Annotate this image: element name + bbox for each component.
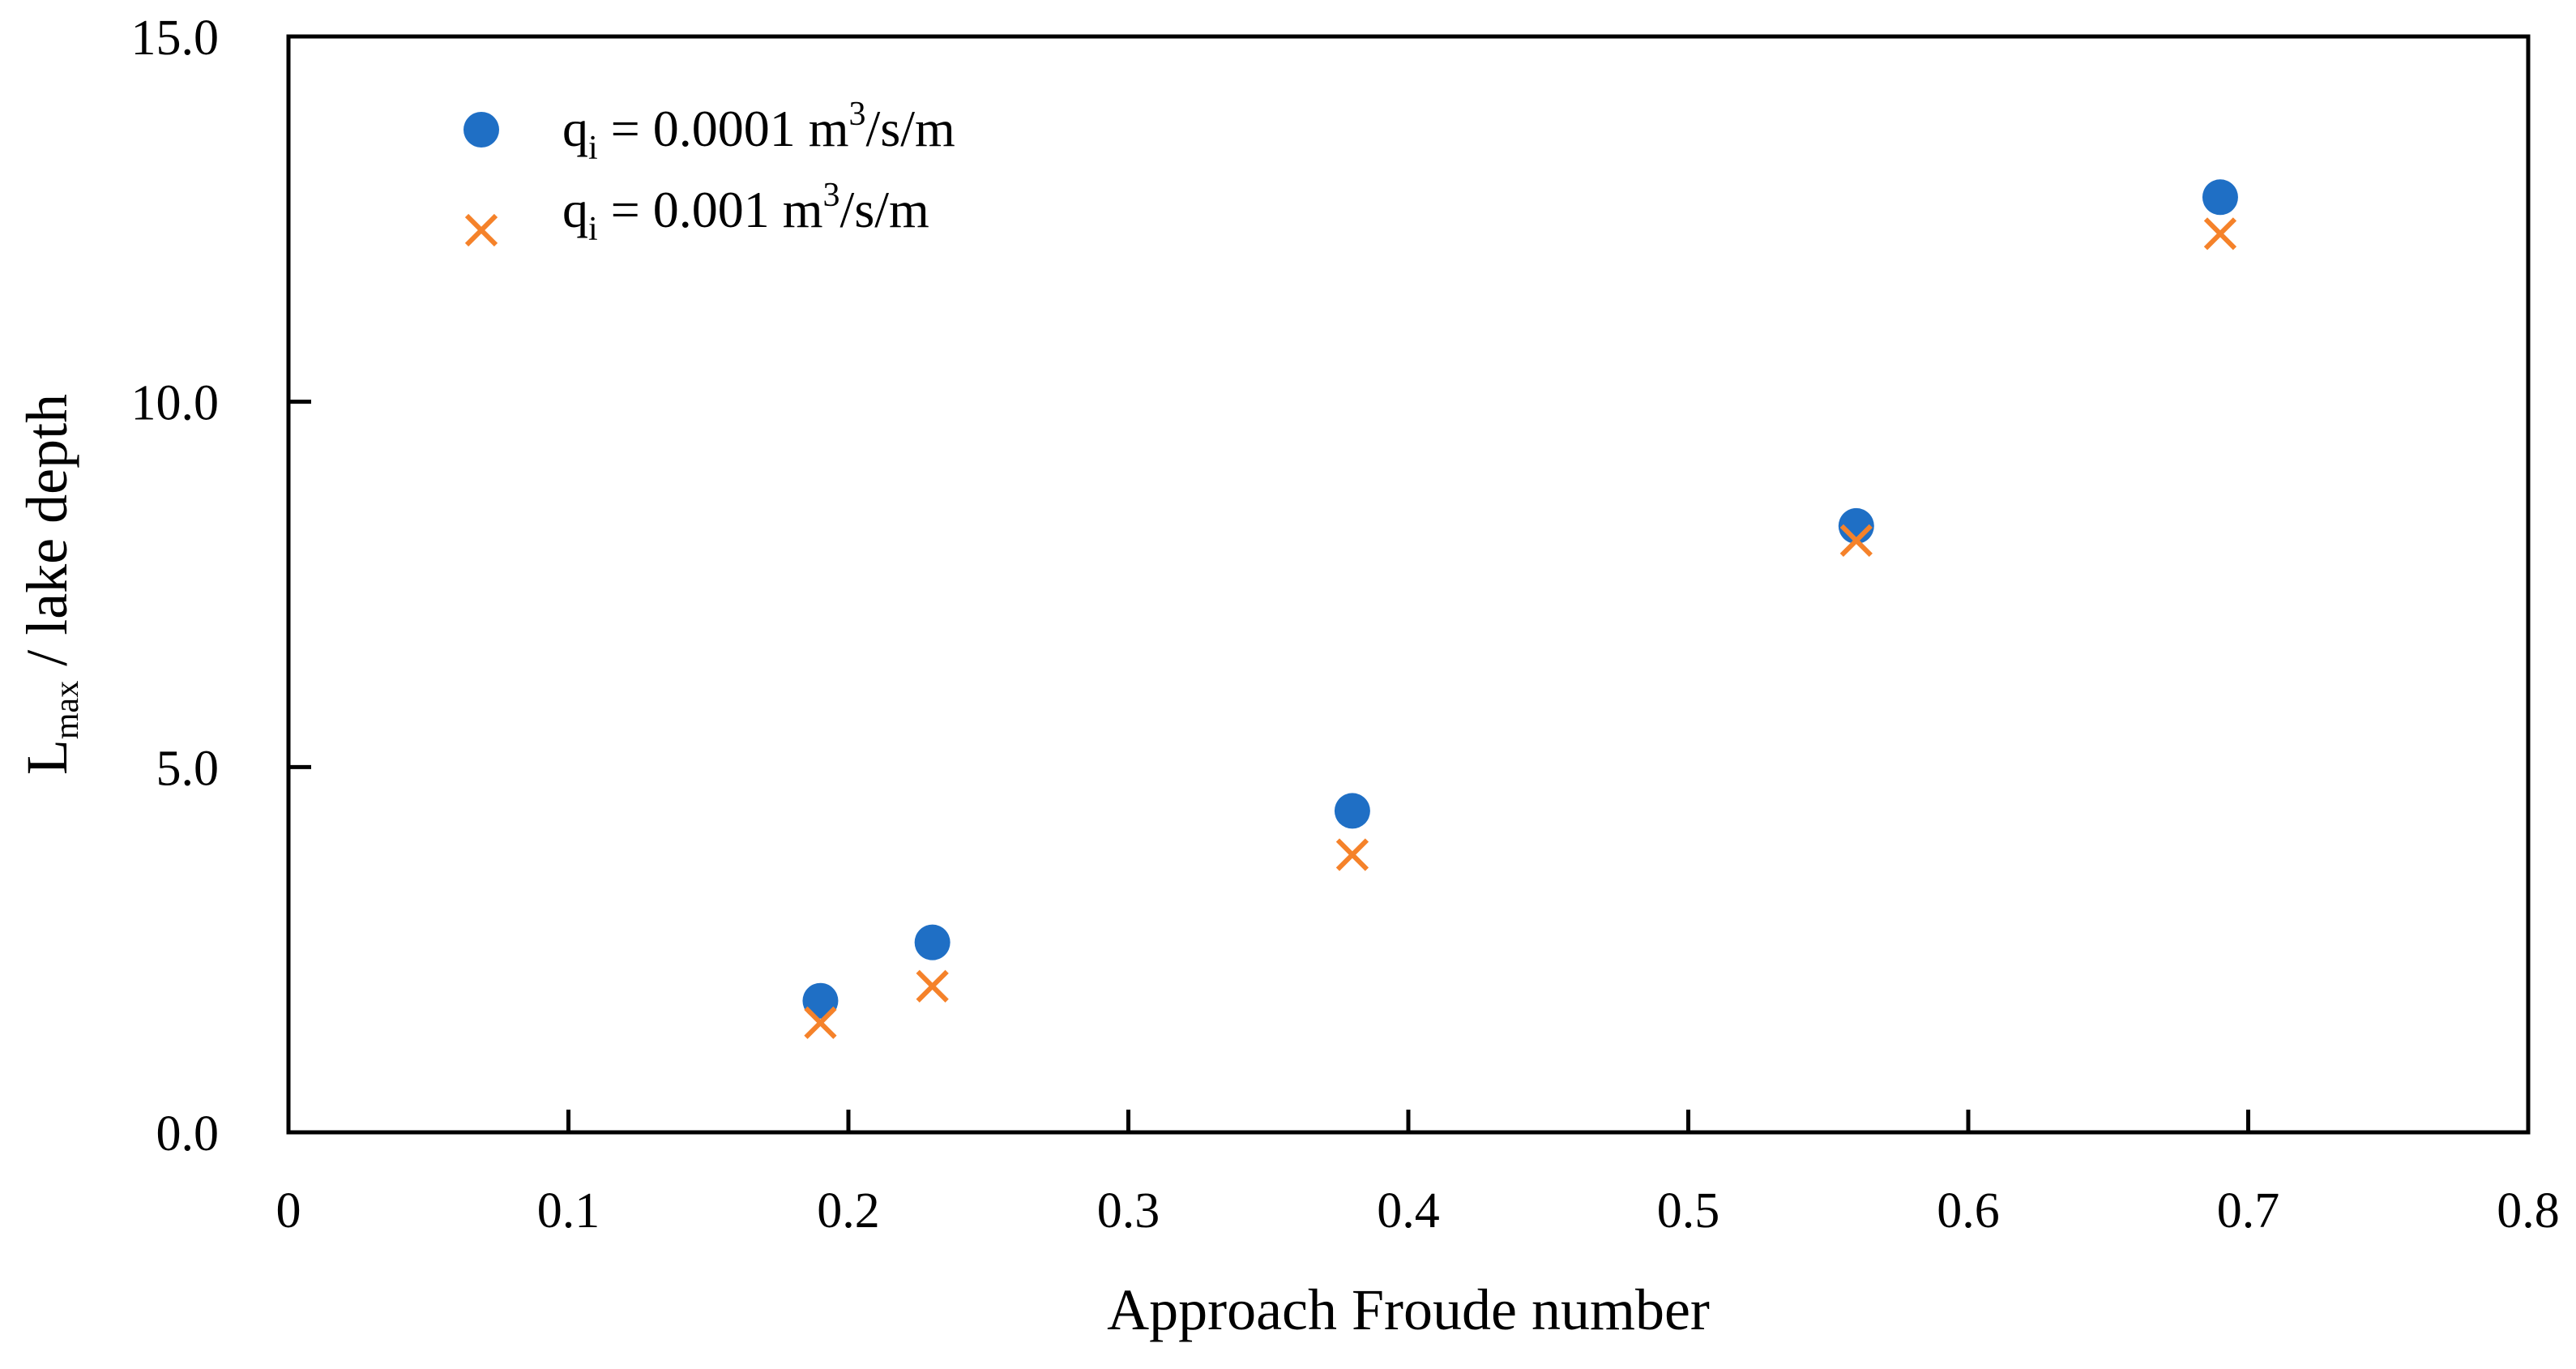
data-point-series-1 [802, 982, 839, 1019]
data-point-series-2 [916, 969, 949, 1003]
y-tick-label: 0.0 [156, 1106, 220, 1162]
y-axis-ticks: 0.0 5.0 10.0 15.0 [131, 11, 311, 1162]
data-point-series-1 [914, 924, 951, 960]
x-tick-label: 0.7 [2217, 1183, 2280, 1239]
x-tick-label: 0.5 [1657, 1183, 1720, 1239]
x-tick-label: 0.3 [1097, 1183, 1160, 1239]
x-tick-label: 0 [276, 1183, 301, 1239]
x-tick-label: 0.4 [1377, 1183, 1440, 1239]
data-point-series-1 [2202, 179, 2238, 216]
data-point-series-1 [1334, 793, 1370, 829]
y-tick-label: 10.0 [131, 376, 220, 431]
x-axis-title: Approach Froude number [1107, 1277, 1710, 1342]
data-point-series-2 [1839, 524, 1873, 558]
x-axis-ticks: 0 0.1 0.2 0.3 0.4 0.5 0.6 0.7 0.8 [276, 1110, 2560, 1239]
data-point-series-2 [1335, 838, 1369, 871]
y-tick-label: 5.0 [156, 741, 220, 796]
y-axis-title: Lmax / lake depth [15, 394, 86, 775]
x-tick-label: 0.6 [1937, 1183, 2000, 1239]
legend-marker-x [464, 213, 498, 247]
legend-label-series-2: qi = 0.001 m3/s/m [562, 177, 929, 248]
legend-label-series-1: qi = 0.0001 m3/s/m [562, 96, 955, 167]
x-tick-label: 0.1 [537, 1183, 600, 1239]
legend: qi = 0.0001 m3/s/m qi = 0.001 m3/s/m [464, 96, 955, 248]
series-layer [802, 179, 2238, 1039]
legend-marker-circle [464, 112, 499, 148]
data-point-series-2 [2203, 217, 2237, 250]
data-point-series-2 [804, 1006, 837, 1039]
x-tick-label: 0.8 [2497, 1183, 2560, 1239]
y-tick-label: 15.0 [131, 11, 220, 66]
x-tick-label: 0.2 [817, 1183, 880, 1239]
